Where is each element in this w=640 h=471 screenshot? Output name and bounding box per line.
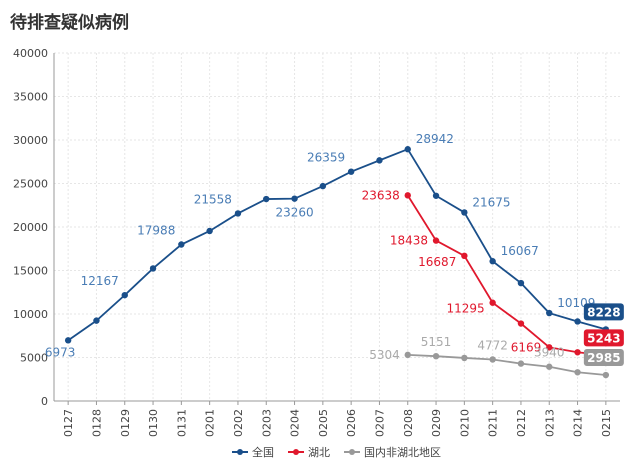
y-tick-label: 30000 <box>13 134 48 147</box>
chart-title: 待排查疑似病例 <box>10 12 129 33</box>
series-line <box>406 194 606 357</box>
point <box>574 318 581 325</box>
x-tick-label: 0204 <box>289 409 302 437</box>
label-box <box>583 303 624 321</box>
point <box>178 241 185 248</box>
point <box>517 360 525 367</box>
data-label: 26359 <box>307 151 345 165</box>
point <box>461 354 468 362</box>
x-tick-label: 0214 <box>572 409 585 437</box>
point <box>319 182 327 190</box>
x-tick-label: 0213 <box>543 409 556 437</box>
data-label: 5151 <box>421 335 452 349</box>
legend-dot <box>349 449 355 455</box>
data-label: 23638 <box>362 188 400 202</box>
point <box>432 237 440 244</box>
data-label: 11295 <box>446 302 484 316</box>
legend-label: 国内非湖北地区 <box>364 445 441 459</box>
point <box>64 337 72 344</box>
point <box>461 252 468 260</box>
point <box>546 309 553 317</box>
x-tick-label: 0215 <box>600 409 613 437</box>
label-box <box>583 329 624 347</box>
point <box>404 192 411 199</box>
x-tick-label: 0127 <box>62 409 75 437</box>
y-tick-label: 10000 <box>13 308 48 321</box>
data-label: 18438 <box>390 234 428 248</box>
data-label: 17988 <box>137 224 175 238</box>
point <box>263 195 270 203</box>
y-tick-label: 25000 <box>13 178 48 191</box>
x-tick-label: 0203 <box>260 409 273 437</box>
point <box>489 299 496 306</box>
point <box>602 371 610 379</box>
data-label: 12167 <box>81 274 119 288</box>
data-label: 6169 <box>511 340 542 354</box>
point <box>149 265 157 272</box>
point <box>291 195 298 202</box>
point <box>432 192 440 199</box>
point <box>574 369 581 376</box>
point <box>121 291 128 299</box>
point <box>461 209 468 216</box>
data-label: 5243 <box>587 331 620 345</box>
data-label: 21675 <box>472 195 510 209</box>
data-label: 16067 <box>501 244 539 258</box>
data-label: 21558 <box>194 192 232 206</box>
x-tick-label: 0130 <box>147 409 160 437</box>
data-label: 6973 <box>45 345 76 359</box>
series-line <box>407 353 606 376</box>
y-tick-label: 15000 <box>13 265 48 278</box>
point <box>206 227 213 235</box>
series-line <box>67 148 607 342</box>
legend-label: 全国 <box>252 445 274 459</box>
data-label: 2985 <box>587 351 620 365</box>
data-label: 4772 <box>477 338 508 352</box>
point <box>489 356 496 363</box>
y-tick-label: 20000 <box>13 221 48 234</box>
x-tick-label: 0201 <box>204 409 217 437</box>
x-tick-label: 0128 <box>90 409 103 437</box>
x-tick-label: 0129 <box>119 409 132 437</box>
x-tick-label: 0131 <box>175 409 188 437</box>
point <box>489 258 496 265</box>
point <box>376 157 383 164</box>
y-tick-label: 5000 <box>20 352 48 365</box>
data-label: 23260 <box>275 206 313 220</box>
x-tick-label: 0211 <box>487 409 500 437</box>
legend-label: 湖北 <box>308 446 330 459</box>
point <box>347 168 355 175</box>
point <box>234 210 242 217</box>
label-box <box>583 349 624 367</box>
x-tick-label: 0206 <box>345 409 358 437</box>
point <box>546 363 553 370</box>
x-tick-label: 0212 <box>515 409 528 437</box>
data-label: 28942 <box>416 132 454 146</box>
legend-dot <box>293 449 299 455</box>
legend-dot <box>237 449 243 455</box>
x-tick-label: 0202 <box>232 409 245 437</box>
y-tick-label: 40000 <box>13 47 48 60</box>
point <box>404 351 411 359</box>
data-label: 3940 <box>534 346 565 360</box>
point <box>574 349 581 356</box>
x-tick-label: 0205 <box>317 409 330 437</box>
point <box>517 320 525 327</box>
x-tick-label: 0209 <box>430 409 443 437</box>
x-tick-label: 0208 <box>402 409 415 437</box>
point <box>404 146 411 153</box>
y-tick-label: 0 <box>41 395 48 408</box>
point <box>517 279 525 287</box>
point <box>546 344 553 351</box>
data-label: 16687 <box>418 255 456 269</box>
point <box>432 352 440 360</box>
data-label: 5304 <box>369 348 400 362</box>
x-tick-label: 0210 <box>458 409 471 437</box>
x-tick-label: 0207 <box>373 409 386 437</box>
data-label: 8228 <box>587 305 620 319</box>
point <box>93 317 100 324</box>
y-tick-label: 35000 <box>13 91 48 104</box>
